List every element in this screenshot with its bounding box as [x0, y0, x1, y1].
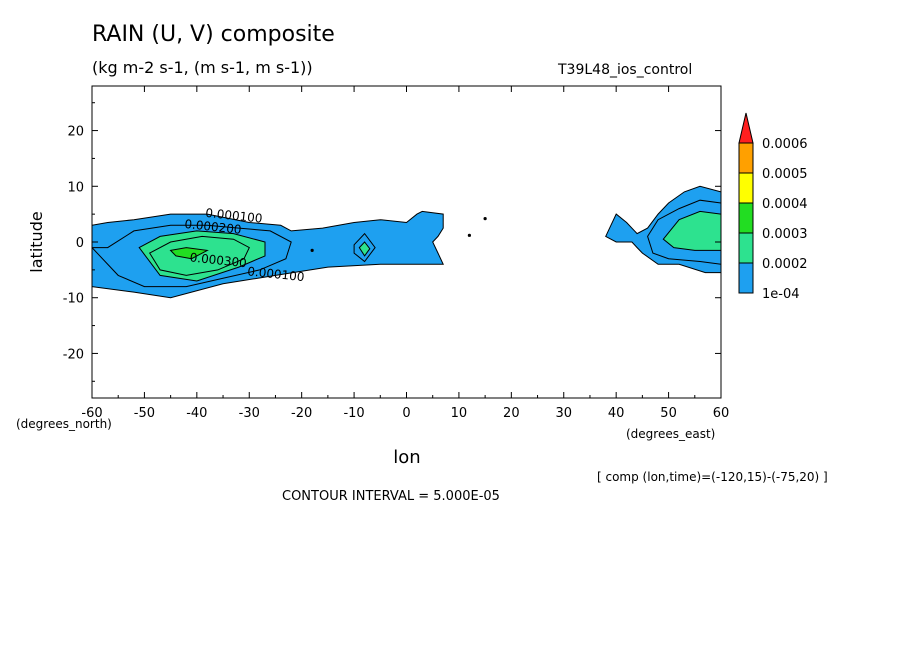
contour-speck-2 [483, 217, 487, 221]
contour-region-4 [148, 235, 250, 276]
contour-label: 0.000200 [184, 217, 242, 237]
colorbar-label: 1e-04 [762, 287, 800, 302]
colorbar-box [738, 172, 754, 204]
y-tick-label: -10 [63, 292, 84, 307]
colorbar-label: 0.0006 [762, 137, 808, 152]
y-tick-label: -20 [63, 347, 84, 362]
colorbar-label: 0.0005 [762, 167, 808, 182]
x-tick-label: 20 [503, 406, 520, 421]
contour-label: 0.000100 [247, 264, 305, 284]
composite-info: [ comp (lon,time)=(-120,15)-(-75,20) ] [597, 470, 828, 484]
x-tick-label: -30 [239, 406, 260, 421]
y-axis: -20 -10 0 10 20 [63, 102, 721, 382]
dataset-name: T39L48_ios_control [558, 62, 693, 78]
x-tick-label: 0 [402, 406, 410, 421]
colorbar-box [738, 262, 754, 294]
contour-interval: CONTOUR INTERVAL = 5.000E-05 [282, 489, 500, 504]
y-axis-label: latitude [27, 211, 46, 272]
colorbar-box [738, 232, 754, 264]
x-tick-label: 60 [713, 406, 730, 421]
contour-label: 0.000300 [189, 250, 247, 270]
y-tick-label: 10 [67, 180, 84, 195]
colorbar-box [738, 142, 754, 174]
contour-speck-1 [467, 233, 471, 237]
x-tick-label: -50 [134, 406, 155, 421]
contour-fills [92, 185, 721, 299]
contour-label: 0.000100 [205, 206, 263, 226]
y-tick-label: 0 [76, 236, 84, 251]
x-tick-label: -40 [186, 406, 207, 421]
y-tick-label: 20 [67, 125, 84, 140]
chart-subtitle: (kg m-2 s-1, (m s-1, m s-1)) [92, 58, 313, 77]
x-tick-label: 50 [660, 406, 677, 421]
y-axis-units: (degrees_north) [16, 417, 112, 431]
contour-region-10 [662, 210, 721, 251]
x-tick-label: -60 [81, 406, 102, 421]
colorbar-label: 0.0003 [762, 227, 808, 242]
contour-region-7 [358, 241, 371, 257]
x-tick-label: -20 [291, 406, 312, 421]
colorbar-triangle [738, 112, 754, 144]
x-tick-label: 40 [608, 406, 625, 421]
colorbar: 1e-04 0.0002 0.0003 0.0004 0.0005 0.0006 [738, 112, 808, 302]
x-axis-label: lon [393, 447, 420, 468]
x-tick-label: 30 [555, 406, 572, 421]
x-axis-units: (degrees_east) [626, 427, 715, 441]
x-axis: -60 -50 -40 -30 -20 -10 0 10 20 30 40 50 60 [81, 86, 729, 421]
x-tick-label: -10 [343, 406, 364, 421]
contour-speck-3 [310, 248, 314, 252]
colorbar-label: 0.0004 [762, 197, 808, 212]
colorbar-label: 0.0002 [762, 257, 808, 272]
chart-title: RAIN (U, V) composite [92, 22, 335, 47]
colorbar-box [738, 202, 754, 234]
x-tick-label: 10 [451, 406, 468, 421]
contour-region-5 [169, 247, 209, 260]
